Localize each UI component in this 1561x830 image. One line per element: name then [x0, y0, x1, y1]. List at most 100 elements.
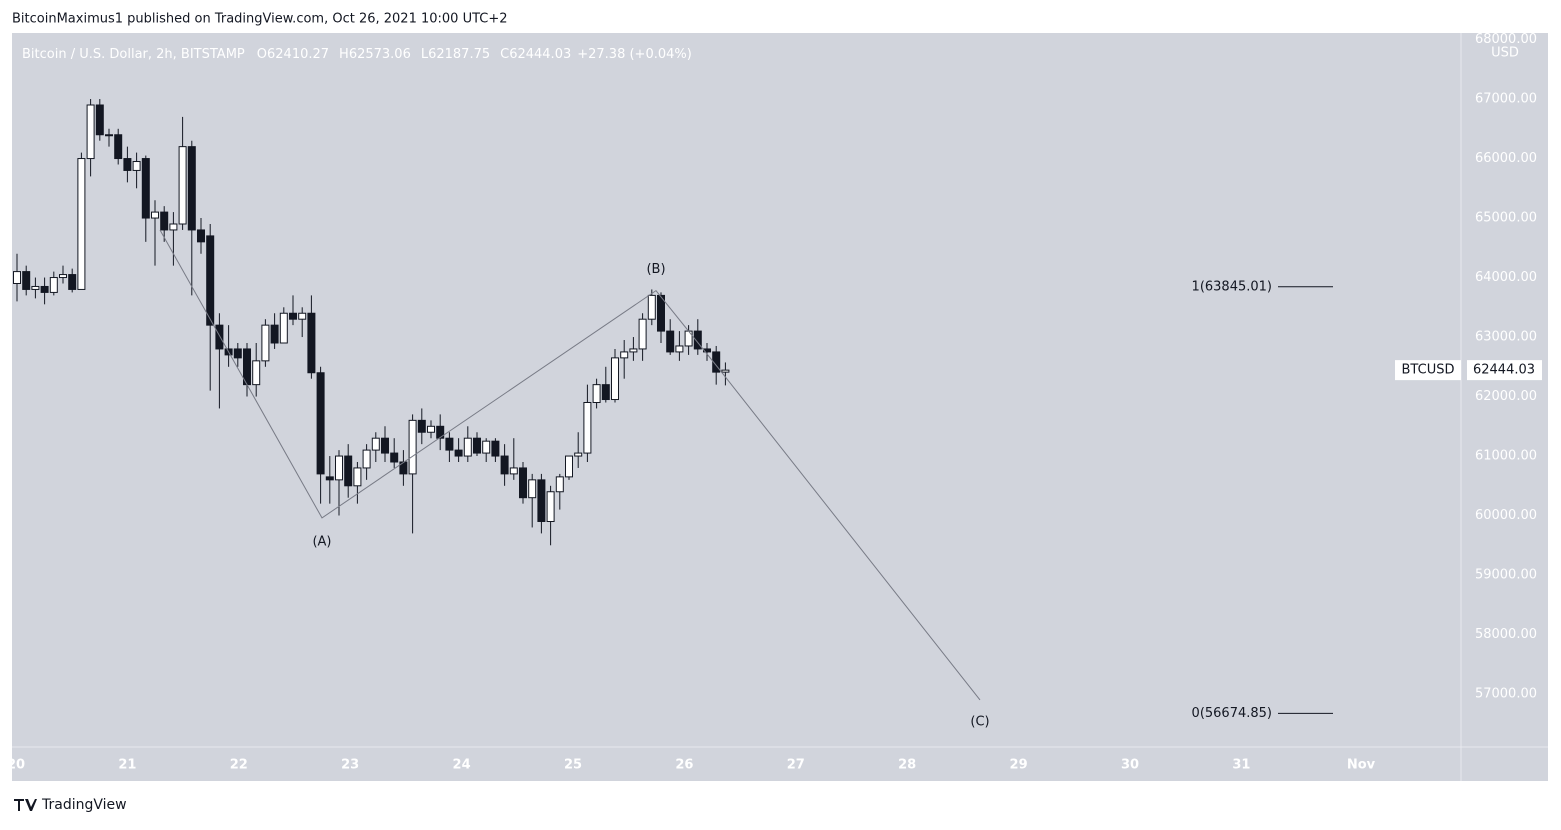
logo-icon — [14, 799, 37, 811]
y-tick-label: 62000.00 — [1475, 389, 1537, 404]
y-tick-label: 68000.00 — [1475, 32, 1537, 47]
y-tick-label: 63000.00 — [1475, 330, 1537, 345]
y-tick-label: 61000.00 — [1475, 449, 1537, 464]
candle-body — [233, 348, 242, 359]
candle-body — [417, 419, 426, 433]
wave-label: (B) — [646, 262, 665, 277]
candle-body — [666, 330, 675, 353]
candle-body — [675, 345, 684, 353]
candle-body — [316, 372, 325, 475]
legend-part: C — [500, 47, 509, 62]
candle-body — [473, 437, 481, 454]
candle-body — [206, 235, 215, 326]
price-tag-label: 62444.03 — [1473, 363, 1535, 378]
candle-body — [408, 419, 417, 475]
candle-body — [105, 134, 113, 137]
candle-body — [546, 491, 555, 522]
candle-body — [445, 437, 454, 451]
legend-part: 62410.27 — [267, 47, 329, 62]
candle-body — [197, 229, 205, 243]
candle-body — [13, 271, 21, 284]
x-tick-label: 27 — [787, 758, 805, 773]
wave-label: (A) — [312, 534, 331, 549]
candle-body — [703, 348, 711, 353]
candle-body — [279, 312, 288, 344]
symbol-tag-label: BTCUSD — [1402, 363, 1455, 378]
candle-body — [620, 351, 629, 359]
fib-label: 0(56674.85) — [1192, 706, 1272, 721]
wave-label: (C) — [970, 714, 989, 729]
candle-body — [454, 449, 463, 457]
candle-body — [31, 285, 40, 290]
x-tick-label: 24 — [453, 758, 471, 773]
candle-body — [721, 369, 730, 373]
y-tick-label: 57000.00 — [1475, 687, 1537, 702]
candle-body — [565, 455, 573, 478]
x-tick-label: 26 — [675, 758, 693, 773]
candle-body — [611, 357, 619, 401]
legend-part: L — [421, 47, 429, 62]
y-tick-label: 59000.00 — [1475, 568, 1537, 583]
candle-body — [601, 384, 610, 401]
candle-body — [528, 479, 537, 499]
candle-body — [647, 294, 656, 320]
candle-body — [500, 455, 509, 475]
x-tick-label: 31 — [1232, 758, 1250, 773]
fib-label: 1(63845.01) — [1192, 279, 1272, 294]
x-tick-label: 22 — [230, 758, 248, 773]
candle-body — [509, 467, 518, 475]
candle-body — [289, 312, 297, 320]
y-unit: USD — [1491, 46, 1519, 61]
candle-body — [390, 452, 399, 463]
candle-body — [123, 158, 132, 171]
symbol-tag — [1395, 360, 1461, 381]
candle-body — [427, 425, 435, 433]
candle-body — [49, 277, 58, 293]
candle-body — [381, 437, 389, 454]
y-tick-label: 60000.00 — [1475, 508, 1537, 523]
x-tick-label: Nov — [1347, 758, 1376, 773]
candle-body — [68, 274, 77, 290]
y-tick-label: 64000.00 — [1475, 270, 1537, 285]
candle-body — [555, 476, 564, 493]
candle-body — [270, 324, 279, 344]
candle-body — [187, 146, 196, 231]
candle-body — [151, 211, 159, 219]
x-tick-label: 25 — [564, 758, 582, 773]
legend-part: H — [339, 47, 349, 62]
candle-body — [252, 360, 261, 386]
candle-body — [22, 271, 31, 290]
legend-part: Bitcoin / U.S. Dollar, 2h, BITSTAMP — [22, 47, 245, 62]
candle-body — [362, 449, 371, 469]
candle-body — [491, 440, 500, 457]
symbol-legend: Bitcoin / U.S. Dollar, 2h, BITSTAMP O6241… — [22, 47, 692, 62]
publisher: BitcoinMaximus1 published on TradingView… — [12, 12, 508, 27]
candle-body — [436, 425, 445, 439]
candle-body — [482, 440, 491, 454]
candle-body — [77, 158, 86, 290]
candle-body — [114, 134, 123, 160]
candle-body — [59, 274, 67, 279]
candle-body — [693, 330, 702, 350]
y-tick-label: 66000.00 — [1475, 151, 1537, 166]
candle-body — [344, 455, 353, 487]
candle-body — [215, 324, 224, 350]
legend-part: 62573.06 — [349, 47, 411, 62]
legend-part: +27.38 (+0.04%) — [577, 47, 692, 62]
chart-pane — [12, 33, 1548, 781]
candle-body — [95, 104, 104, 136]
y-tick-label: 67000.00 — [1475, 92, 1537, 107]
x-tick-label: 20 — [7, 758, 25, 773]
x-tick-label: 30 — [1121, 758, 1139, 773]
legend-part: 62444.03 — [509, 47, 571, 62]
candle-body — [160, 211, 169, 231]
candle-body — [132, 161, 141, 171]
x-tick-label: 29 — [1010, 758, 1028, 773]
candle-body — [178, 146, 187, 225]
x-tick-label: 23 — [341, 758, 359, 773]
legend-part: 62187.75 — [428, 47, 490, 62]
candle-body — [169, 223, 178, 231]
candle-body — [261, 324, 270, 362]
price-tag — [1467, 360, 1542, 381]
